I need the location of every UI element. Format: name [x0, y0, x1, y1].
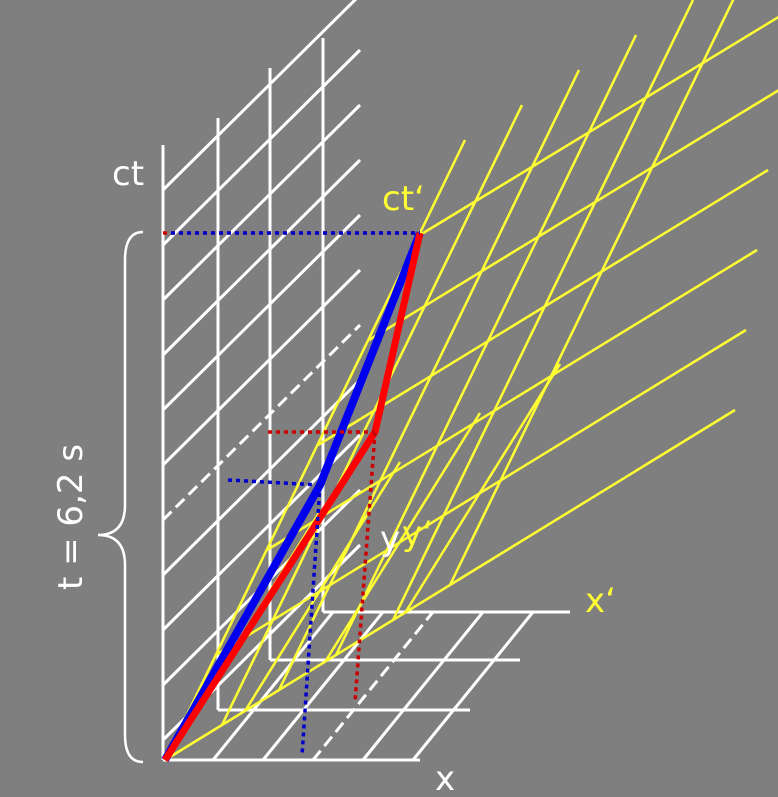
- x-y-diagonal: [311, 611, 435, 761]
- x-prime-label: x‘: [585, 581, 616, 621]
- x-y-diagonal: [261, 611, 385, 761]
- ct-prime-label: ct‘: [382, 179, 425, 219]
- x-prime-line: [368, 89, 778, 342]
- x-label: x: [435, 759, 455, 797]
- ct-y-diagonal: [161, 158, 362, 357]
- moving-frame-grid: [163, 0, 778, 762]
- duration-label: t = 6,2 s: [51, 444, 91, 590]
- y-prime-line: [403, 363, 562, 614]
- ct-y-diagonal: [161, 103, 362, 302]
- ct-label: ct: [112, 154, 144, 194]
- x-prime-line: [266, 248, 758, 552]
- ct-y-diagonal: [161, 323, 362, 522]
- projections: [163, 231, 420, 757]
- brace: [97, 230, 144, 764]
- x-prime-line: [317, 168, 769, 447]
- ct-y-diagonal: [161, 268, 362, 467]
- ct-y-diagonal: [161, 48, 362, 247]
- x-y-diagonal: [411, 611, 535, 761]
- x-y-diagonal: [361, 611, 485, 761]
- ct-y-diagonal: [161, 213, 362, 412]
- x-y-diagonal: [211, 611, 335, 761]
- blue-vertical-dotted: [300, 484, 322, 757]
- ct-y-diagonal: [161, 378, 362, 577]
- red-vertical-dotted: [353, 431, 377, 703]
- y-prime-line: [243, 461, 402, 712]
- x-prime-line: [419, 15, 778, 237]
- y-prime-label: y‘: [402, 514, 433, 554]
- x-prime-line: [164, 408, 736, 762]
- y-prime-line: [323, 412, 482, 663]
- ct-y-diagonal: [161, 0, 358, 192]
- y-label: y: [380, 519, 400, 559]
